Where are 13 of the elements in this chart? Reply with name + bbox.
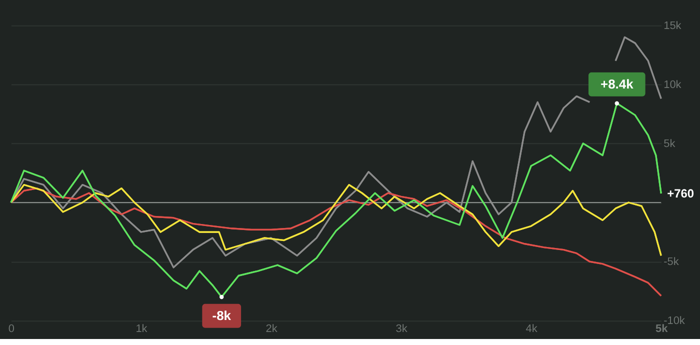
x-tick-label: 3k [396, 323, 408, 336]
y-tick-label: 5k [664, 138, 676, 150]
x-tick-label: 0 [8, 323, 15, 336]
y-tick-label: 10k [664, 78, 682, 91]
annotation: +760 [667, 186, 694, 201]
x-tick-label: 2k [266, 323, 278, 336]
x-tick-label: 1k [136, 323, 148, 336]
annotation: -8k [212, 308, 232, 323]
x-tick-label: 5k [656, 323, 669, 336]
y-tick-label: 15k [664, 20, 682, 32]
x-tick-label: 4k [526, 323, 538, 336]
y-tick-label: -5k [664, 256, 680, 268]
annotation: +8.4k [600, 76, 634, 92]
